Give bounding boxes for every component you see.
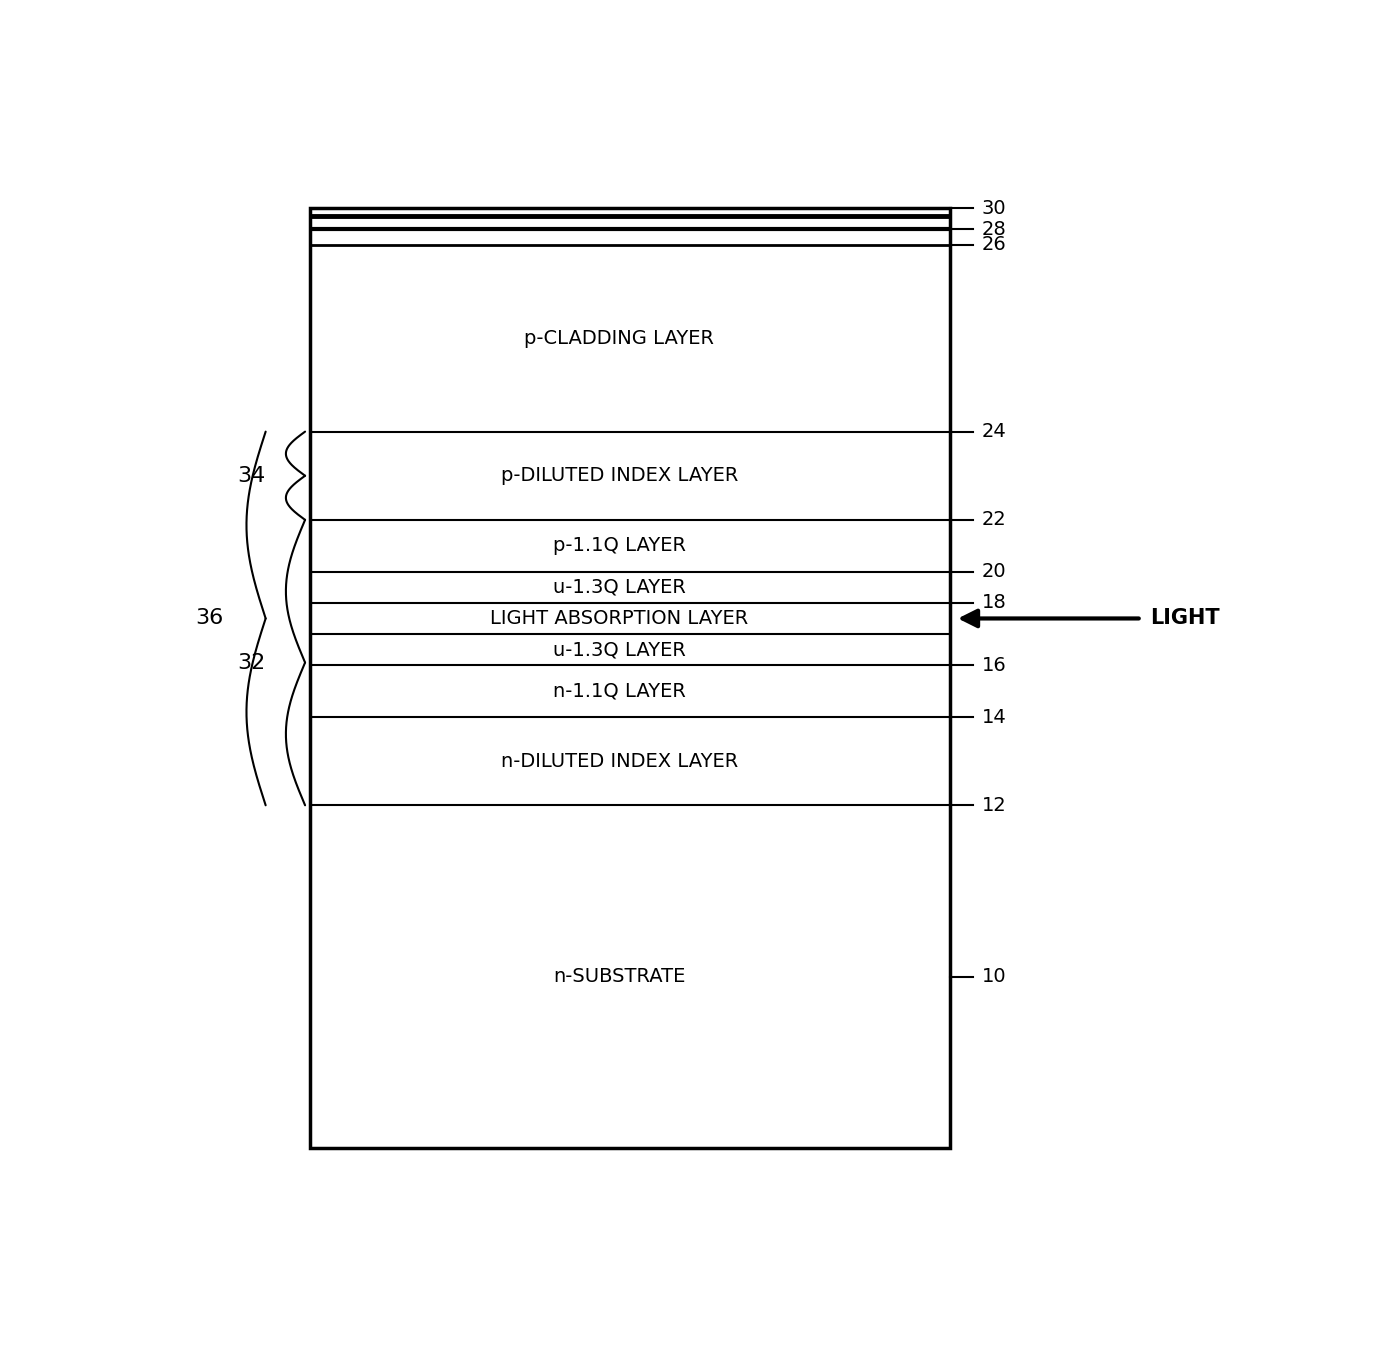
Text: 10: 10 [982,967,1006,985]
Bar [311,431,950,520]
Text: 34: 34 [238,466,265,485]
Text: 14: 14 [982,708,1006,727]
Bar [311,520,950,572]
Text: p-CLADDING LAYER: p-CLADDING LAYER [524,329,715,348]
Text: 16: 16 [982,655,1006,674]
Bar [311,209,950,216]
Bar [311,805,950,1148]
Text: 20: 20 [982,562,1006,581]
Text: 30: 30 [982,200,1006,218]
Text: u-1.3Q LAYER: u-1.3Q LAYER [553,640,686,659]
Text: 36: 36 [195,608,223,628]
Bar [311,572,950,603]
Text: 12: 12 [982,795,1006,814]
Text: 18: 18 [982,593,1006,612]
Text: n-1.1Q LAYER: n-1.1Q LAYER [553,682,686,701]
Bar [311,209,950,1148]
Bar [311,717,950,805]
Bar [311,229,950,245]
Bar [311,245,950,431]
Text: 24: 24 [982,422,1006,441]
Text: p-DILUTED INDEX LAYER: p-DILUTED INDEX LAYER [500,465,738,485]
Text: 32: 32 [238,652,265,673]
Text: n-SUBSTRATE: n-SUBSTRATE [553,967,686,985]
Text: LIGHT: LIGHT [1150,608,1220,628]
Bar [311,603,950,634]
Text: 26: 26 [982,236,1006,255]
Text: u-1.3Q LAYER: u-1.3Q LAYER [553,578,686,597]
Text: n-DILUTED INDEX LAYER: n-DILUTED INDEX LAYER [500,752,738,771]
Text: 28: 28 [982,220,1006,239]
Bar [311,634,950,665]
Bar [311,216,950,229]
Text: LIGHT ABSORPTION LAYER: LIGHT ABSORPTION LAYER [491,609,748,628]
Bar [311,665,950,717]
Text: 22: 22 [982,511,1006,530]
Text: p-1.1Q LAYER: p-1.1Q LAYER [553,537,686,555]
